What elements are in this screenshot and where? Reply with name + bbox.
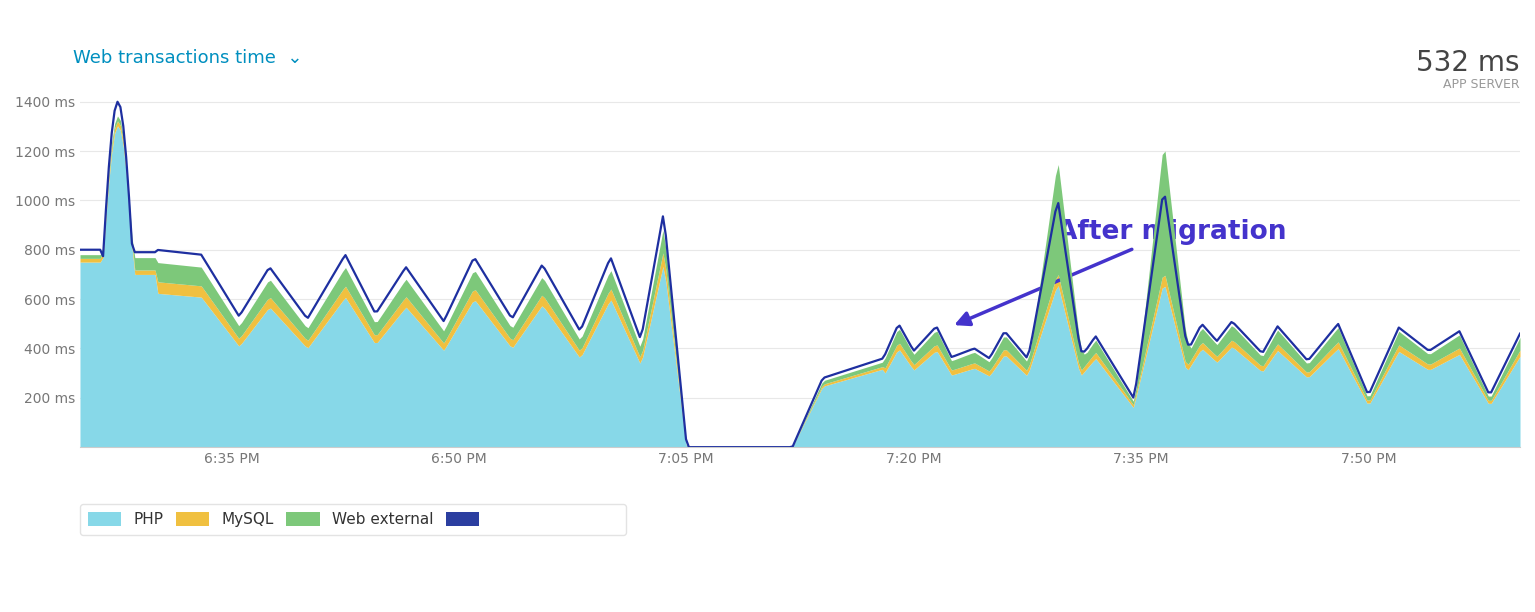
Text: Web transactions time  ⌄: Web transactions time ⌄ [72,49,302,67]
Text: 532 ms: 532 ms [1417,49,1520,77]
Text: After migration: After migration [958,220,1286,324]
Legend: PHP, MySQL, Web external, Response time: PHP, MySQL, Web external, Response time [80,504,626,535]
Text: APP SERVER: APP SERVER [1443,78,1520,91]
